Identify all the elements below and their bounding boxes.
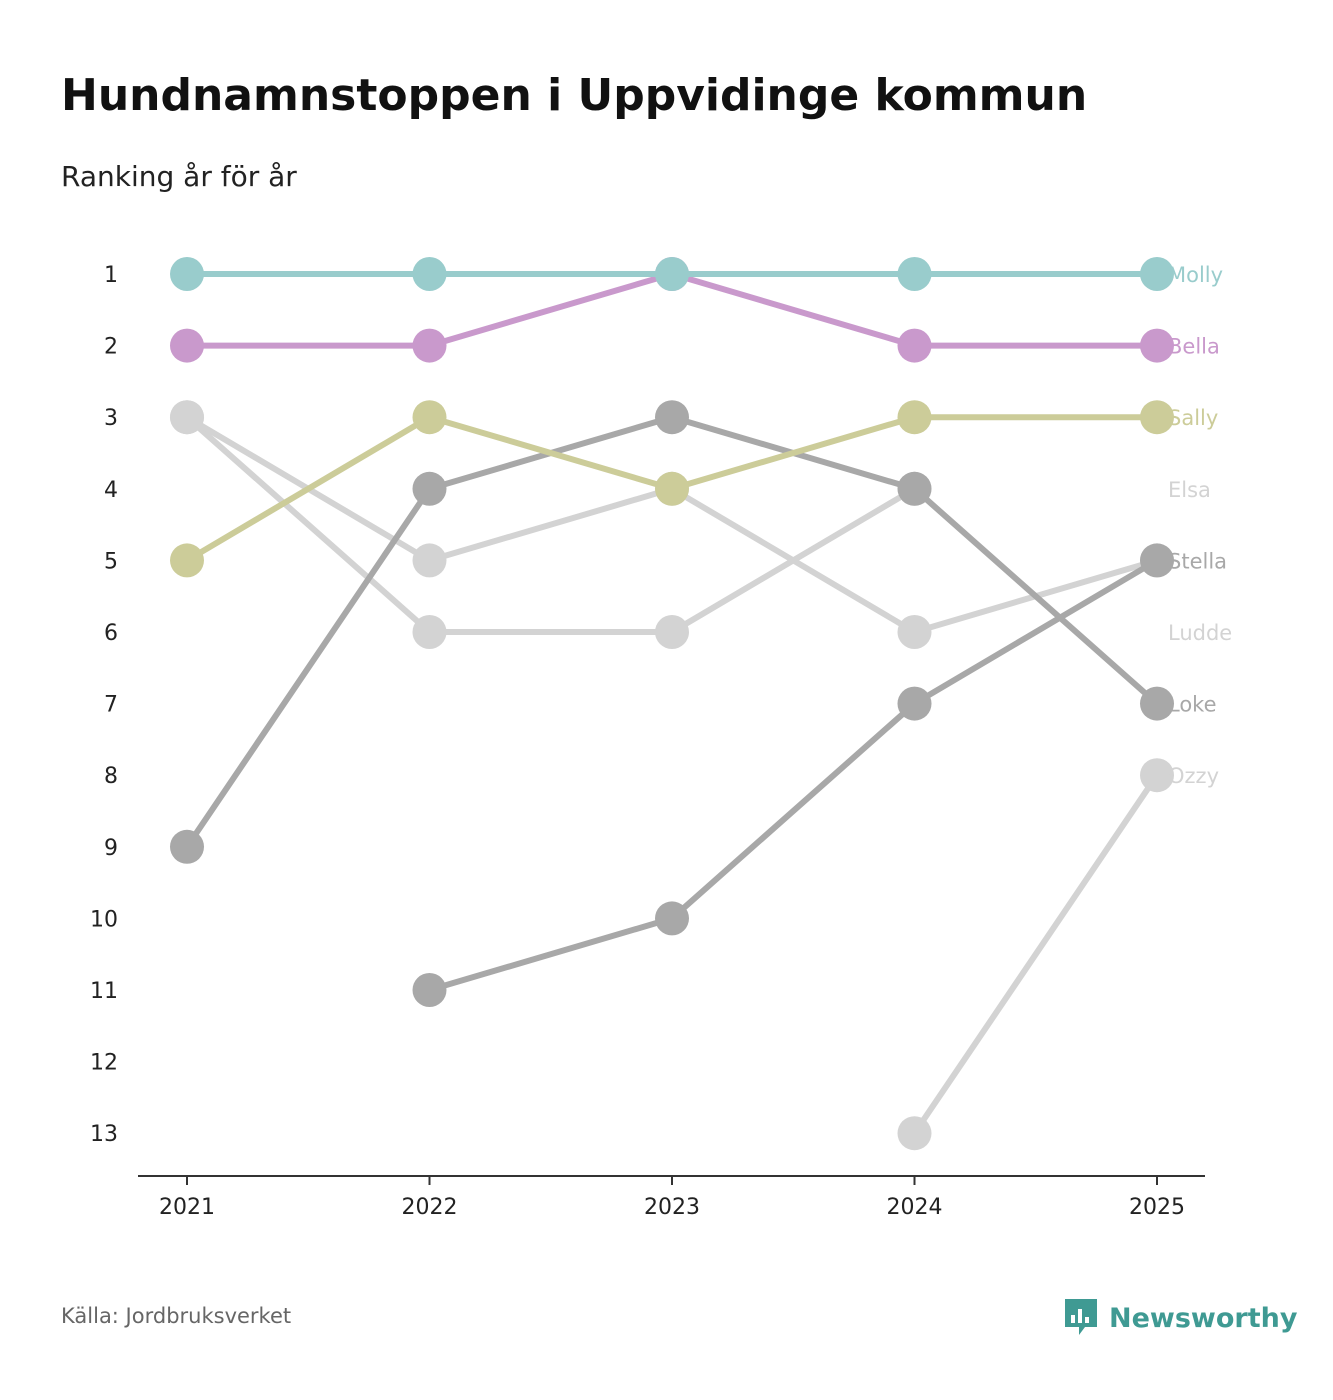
- series-label-ozzy: Ozzy: [1168, 764, 1219, 788]
- series-line-sally: [184, 414, 433, 564]
- series-point-sally: [412, 400, 447, 435]
- series-line-elsa: [669, 485, 918, 635]
- series-point-molly: [655, 257, 689, 291]
- series-point-stella: [897, 686, 932, 721]
- chart-title: Hundnamnstoppen i Uppvidinge kommun: [61, 70, 1088, 121]
- series-line-stella: [426, 915, 675, 993]
- series-point-loke: [655, 400, 689, 435]
- x-tick-label: 2021: [159, 1195, 215, 1220]
- series-point-ozzy: [897, 1116, 932, 1151]
- y-tick-label: 7: [104, 693, 118, 718]
- x-tick-label: 2023: [644, 1195, 700, 1220]
- series-point-ludde: [655, 615, 689, 649]
- series-label-loke: Loke: [1168, 693, 1217, 717]
- y-tick-label: 1: [104, 263, 118, 288]
- series-line-loke: [184, 485, 433, 850]
- series-point-sally: [655, 471, 689, 506]
- source-note: Källa: Jordbruksverket: [61, 1304, 292, 1328]
- y-tick-label: 6: [104, 621, 118, 646]
- y-tick-label: 3: [104, 406, 118, 431]
- series-label-ludde: Ludde: [1168, 621, 1232, 645]
- series-point-bella: [897, 328, 932, 363]
- series-point-loke: [1140, 686, 1174, 721]
- y-tick-label: 2: [104, 335, 118, 360]
- series-point-stella: [412, 973, 447, 1007]
- y-tick-label: 11: [90, 979, 118, 1004]
- series-point-ludde: [412, 615, 447, 649]
- series-point-sally: [170, 543, 204, 578]
- series-point-molly: [412, 257, 447, 291]
- series-line-stella: [669, 700, 918, 922]
- y-tick-label: 8: [104, 764, 118, 789]
- y-tick-label: 4: [104, 478, 118, 503]
- newsworthy-icon: [1065, 1299, 1097, 1335]
- series-label-sally: Sally: [1168, 406, 1218, 430]
- series-line-ludde: [184, 414, 433, 635]
- chart-subtitle: Ranking år för år: [61, 160, 297, 193]
- series-line-loke: [911, 485, 1160, 707]
- series-point-sally: [897, 400, 932, 435]
- series-point-stella: [1140, 543, 1174, 578]
- series-label-elsa: Elsa: [1168, 478, 1211, 502]
- series-line-sally: [669, 414, 918, 492]
- series-point-elsa: [897, 615, 932, 649]
- y-tick-label: 10: [90, 907, 118, 932]
- series-line-ozzy: [911, 772, 1160, 1137]
- y-tick-label: 5: [104, 549, 118, 574]
- brand-logo: Newsworthy: [1063, 1296, 1297, 1340]
- series-point-molly: [1140, 257, 1174, 291]
- series-point-molly: [897, 257, 932, 291]
- series-point-sally: [1140, 400, 1174, 435]
- series-point-molly: [170, 257, 204, 291]
- series-line-stella: [911, 557, 1160, 707]
- x-tick-label: 2025: [1129, 1195, 1185, 1220]
- series-point-loke: [897, 471, 932, 506]
- y-tick-label: 13: [90, 1122, 118, 1147]
- brand-name: Newsworthy: [1109, 1302, 1298, 1334]
- series-label-molly: Molly: [1168, 263, 1223, 287]
- x-tick-label: 2022: [402, 1195, 458, 1220]
- series-line-elsa: [426, 485, 675, 564]
- series-point-loke: [412, 471, 447, 506]
- series-label-bella: Bella: [1168, 335, 1220, 359]
- x-tick-label: 2024: [887, 1195, 943, 1220]
- y-tick-label: 9: [104, 836, 118, 861]
- series-point-bella: [170, 328, 204, 363]
- series-point-ozzy: [1140, 758, 1174, 793]
- series-point-bella: [412, 328, 447, 363]
- series-label-stella: Stella: [1168, 549, 1227, 573]
- series-line-bella: [426, 271, 675, 349]
- series-point-loke: [170, 829, 204, 864]
- series-point-elsa: [170, 400, 204, 435]
- y-tick-label: 12: [90, 1051, 118, 1076]
- series-line-bella: [669, 271, 918, 349]
- series-line-sally: [426, 414, 675, 492]
- series-point-stella: [655, 901, 689, 936]
- series-point-bella: [1140, 328, 1174, 363]
- series-point-elsa: [412, 543, 447, 578]
